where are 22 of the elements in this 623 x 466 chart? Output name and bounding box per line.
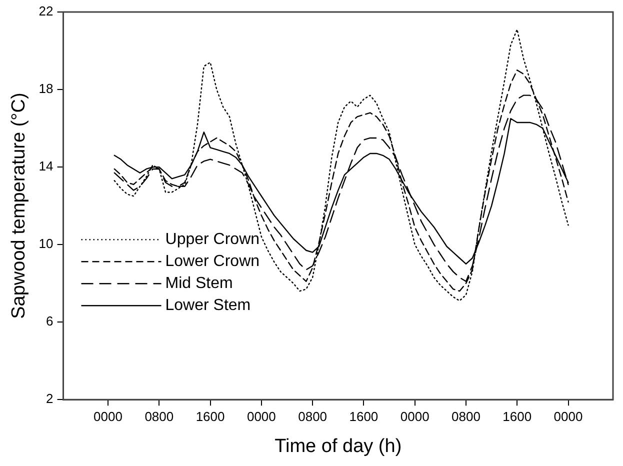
y-tick-label: 14 xyxy=(38,158,54,174)
y-tick-label: 2 xyxy=(46,391,54,406)
x-tick-label: 0000 xyxy=(246,408,276,424)
legend-label: Upper Crown xyxy=(165,231,260,248)
x-axis-title: Time of day (h) xyxy=(274,436,402,457)
x-tick-label: 1600 xyxy=(502,408,532,424)
x-tick-label: 0000 xyxy=(94,408,122,424)
y-tick-label: 10 xyxy=(38,236,54,252)
x-tick-label: 0000 xyxy=(554,408,583,424)
y-tick-label: 22 xyxy=(38,4,54,19)
x-tick-label: 0000 xyxy=(400,408,430,424)
x-tick-label: 0800 xyxy=(298,408,328,424)
y-axis-title: Sapwood temperature (°C) xyxy=(8,92,30,319)
y-tick-label: 6 xyxy=(46,314,54,329)
legend-label: Lower Crown xyxy=(165,253,260,270)
x-tick-label: 1600 xyxy=(196,408,225,424)
x-tick-label: 0800 xyxy=(144,408,174,424)
x-tick-label: 0800 xyxy=(452,408,480,424)
y-tick-label: 18 xyxy=(38,81,54,96)
legend-label: Lower Stem xyxy=(165,297,251,314)
legend-label: Mid Stem xyxy=(165,275,233,292)
x-tick-label: 1600 xyxy=(349,408,378,424)
